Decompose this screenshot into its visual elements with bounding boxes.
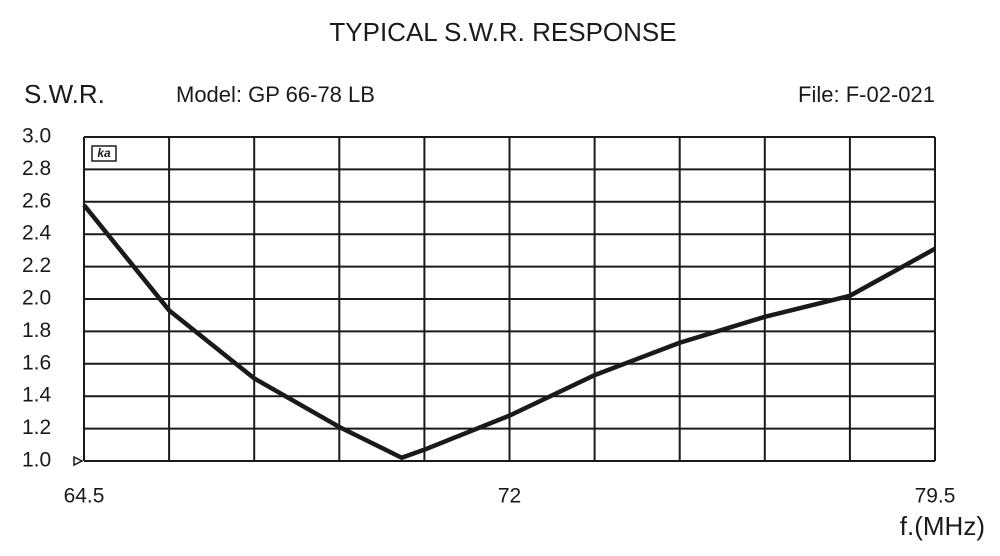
y-tick-label: 2.4 bbox=[22, 222, 52, 245]
y-tick-label: 2.2 bbox=[22, 254, 51, 277]
y-tick-label: 1.4 bbox=[22, 384, 52, 407]
x-tick-label: 72 bbox=[498, 485, 521, 508]
x-axis-label: f.(MHz) bbox=[900, 511, 985, 541]
swr-line bbox=[82, 203, 937, 461]
y-tick-label: 2.0 bbox=[22, 287, 51, 310]
y-tick-label: 2.6 bbox=[22, 189, 51, 212]
file-label: File: F-02-021 bbox=[798, 82, 935, 107]
logo-box bbox=[91, 145, 117, 162]
chart-title: TYPICAL S.W.R. RESPONSE bbox=[329, 17, 676, 47]
model-label: Model: GP 66-78 LB bbox=[176, 82, 375, 107]
y-axis-label: S.W.R. bbox=[24, 79, 105, 109]
y-tick-label: 1.2 bbox=[22, 416, 51, 439]
y-tick-label: 1.6 bbox=[22, 351, 51, 374]
x-tick-label: 64.5 bbox=[64, 485, 105, 508]
y-tick-label: 3.0 bbox=[22, 125, 51, 148]
axis-marker bbox=[73, 455, 84, 467]
y-tick-label: 1.0 bbox=[22, 449, 51, 472]
logo: ka bbox=[97, 146, 111, 160]
y-tick-label: 2.8 bbox=[22, 157, 51, 180]
y-tick-label: 1.8 bbox=[22, 319, 51, 342]
x-tick-label: 79.5 bbox=[915, 485, 956, 508]
